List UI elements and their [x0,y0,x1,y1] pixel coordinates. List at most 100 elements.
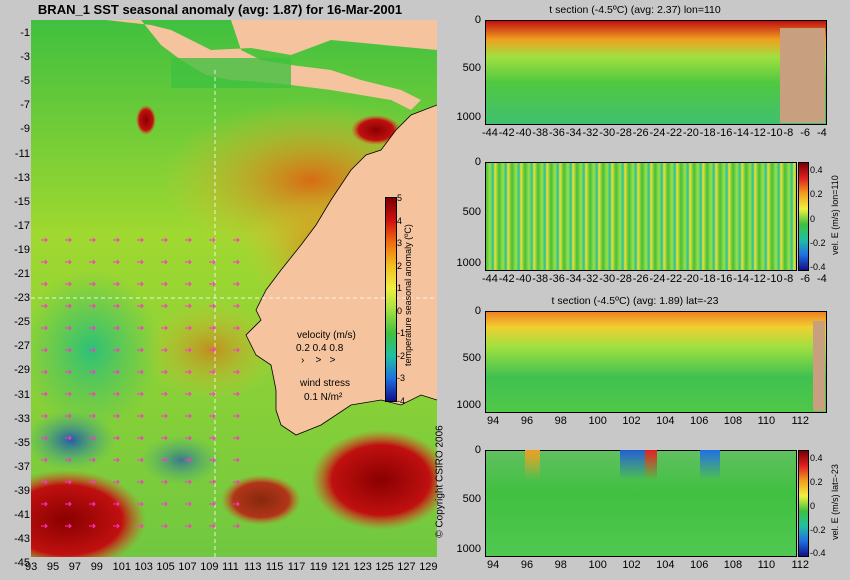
x-tick-label: 112 [791,415,809,427]
lon-tick-label: 115 [265,561,284,573]
wind-arrow [89,237,96,243]
x-tick-label: -8 [783,273,794,285]
x-tick-label: -28 [615,127,632,139]
wind-arrow [41,391,48,397]
wind-arrow [233,457,240,463]
x-tick-label: -12 [749,127,766,139]
x-tick-label: 102 [622,415,641,427]
wind-arrow [209,369,216,375]
x-tick-label: -6 [800,127,810,139]
wind-arrow [65,281,72,287]
section-plot [485,162,797,271]
wind-arrow [89,325,96,331]
x-tick-label: 96 [520,559,534,571]
x-tick-label: 106 [689,415,709,427]
lat-tick-label: -29 [14,364,30,377]
wind-arrow [137,391,144,397]
lon-tick-label: 105 [156,561,175,573]
wind-arrow [137,237,144,243]
wind-arrow [113,303,120,309]
x-tick-label: 108 [723,559,743,571]
wind-arrow [41,413,48,419]
wind-arrow [161,281,168,287]
wind-arrow [233,347,240,353]
lon-tick-label: 109 [200,561,219,573]
lat-tick-label: -37 [14,460,30,473]
wind-arrow [161,325,168,331]
map-colorbar [385,197,397,402]
x-tick-label: -18 [699,273,716,285]
wind-arrow [161,237,168,243]
wind-arrow [89,435,96,441]
wind-arrow [65,391,72,397]
wind-arrow [41,435,48,441]
x-tick-label: 98 [554,415,567,427]
wind-arrow [89,391,96,397]
wind-arrow [209,523,216,529]
x-tick-label: 112 [791,559,809,571]
wind-arrow [185,369,192,375]
velocity-colorbar-label: vel. E (m/s) lon=110 [830,174,840,255]
lon-tick-label: 95 [46,561,60,573]
x-tick-label: -38 [532,127,549,139]
x-tick-label: -34 [565,127,582,139]
x-tick-label: -26 [632,127,649,139]
wind-arrow [161,259,168,265]
x-tick-label: -22 [666,127,683,139]
wind-arrow [89,369,96,375]
wind-arrow [209,325,216,331]
depth-tick-label: 500 [462,206,481,219]
wind-arrow [161,501,168,507]
map-lon-axis: 93 95 97 99 101 103 105 107 109 111 113 115 117 119 12… [25,561,438,579]
wind-arrow [113,457,120,463]
wind-arrow [113,501,120,507]
copyright: © Copyright CSIRO 2006 [434,425,446,538]
x-tick-label: -20 [682,273,699,285]
x-tick-label: 104 [656,415,675,427]
wind-arrow [113,325,120,331]
wind-arrow [209,435,216,441]
wind-arrow [65,479,72,485]
wind-arrow [185,457,192,463]
lat-tick-label: -45 [14,557,30,570]
lon-tick-label: 103 [134,561,153,573]
wind-arrow [185,325,192,331]
wind-arrow [113,237,120,243]
wind-arrow [113,281,120,287]
wind-arrow [233,413,240,419]
lat-tick-label: -23 [14,292,30,305]
lat-tick-label: -27 [14,340,30,353]
depth-tick-label: 0 [474,444,481,456]
wind-arrow [137,303,144,309]
wind-arrow [137,435,144,441]
velocity-patch [645,450,657,480]
land-mask [813,321,825,411]
wind-arrow [41,501,48,507]
wind-arrow [89,413,96,419]
wind-arrow [233,259,240,265]
velocity-patch [620,450,645,480]
lon-tick-label: 125 [375,561,394,573]
wind-arrow [161,523,168,529]
land-mask [780,28,825,123]
depth-tick-label: 1000 [456,399,481,411]
wind-arrow [233,479,240,485]
wind-arrow [89,303,96,309]
map-lat-axis: -1 -3 -5 -7 -9 -11 -13 -15 -17 -19 -21 -23 -25 -27 -29… [0,20,30,569]
lon-tick-label: 101 [112,561,131,573]
x-tick-label: -30 [599,273,616,285]
velocity-patch [525,450,540,480]
x-tick-label: -44 [482,273,498,285]
lat-tick-label: -9 [20,123,30,136]
map-colorbar-tick: 5 [397,193,403,203]
x-tick-label: 98 [554,559,567,571]
x-tick-label: -22 [666,273,683,285]
velocity-colorbar-tick: -0.4 [810,548,826,559]
wind-arrow [161,369,168,375]
x-tick-label: -14 [733,127,750,139]
wind-arrow [41,259,48,265]
wind-arrow [161,413,168,419]
x-tick-label: -44 [482,127,498,139]
wind-arrow [209,501,216,507]
lon-tick-label: 123 [353,561,372,573]
